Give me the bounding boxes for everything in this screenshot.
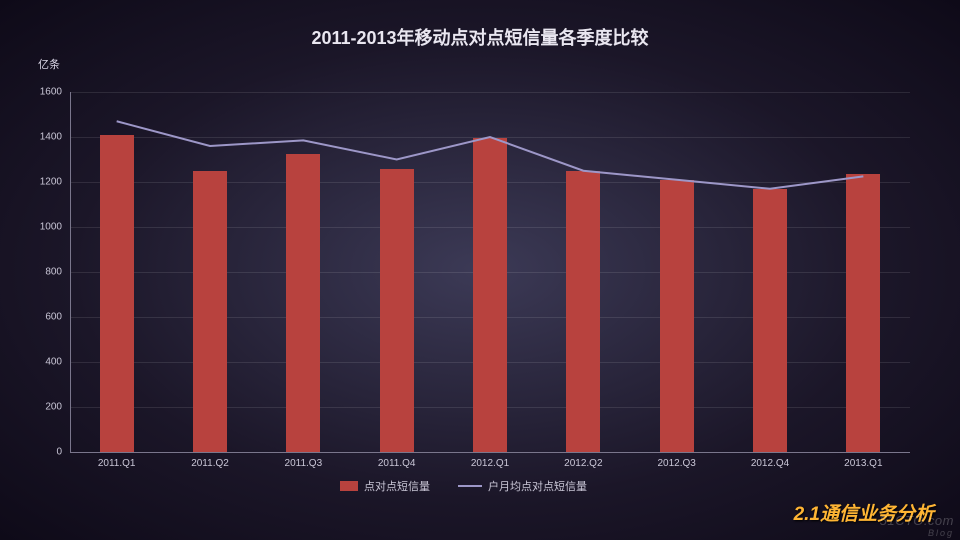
legend-swatch-line (458, 485, 482, 487)
y-tick-label: 1200 (40, 177, 62, 188)
y-tick-label: 400 (45, 357, 62, 368)
slide-root: 2011-2013年移动点对点短信量各季度比较 亿条 0200400600800… (0, 0, 960, 540)
x-tick-label: 2011.Q4 (378, 458, 416, 469)
y-tick-label: 800 (45, 267, 62, 278)
legend: 点对点短信量 户月均点对点短信量 (340, 478, 587, 494)
y-tick-label: 200 (45, 402, 62, 413)
y-tick-label: 1400 (40, 132, 62, 143)
watermark: 51CTO.com Blog (880, 513, 954, 538)
x-tick-label: 2012.Q2 (564, 458, 602, 469)
y-tick-label: 600 (45, 312, 62, 323)
watermark-sub: Blog (880, 528, 954, 538)
x-axis (70, 452, 910, 453)
y-tick-label: 1000 (40, 222, 62, 233)
y-tick-label: 1600 (40, 87, 62, 98)
x-tick-label: 2012.Q3 (657, 458, 695, 469)
x-tick-label: 2012.Q4 (751, 458, 789, 469)
x-tick-label: 2011.Q1 (98, 458, 136, 469)
legend-label: 点对点短信量 (364, 478, 430, 494)
chart-area: 020040060080010001200140016002011.Q12011… (70, 92, 910, 452)
chart-title: 2011-2013年移动点对点短信量各季度比较 (0, 24, 960, 50)
line-series (70, 92, 910, 452)
legend-item: 点对点短信量 (340, 478, 430, 494)
x-tick-label: 2011.Q2 (191, 458, 229, 469)
x-tick-label: 2012.Q1 (471, 458, 509, 469)
watermark-main: 51CTO.com (880, 513, 954, 528)
legend-swatch-bar (340, 481, 358, 491)
y-tick-label: 0 (56, 447, 62, 458)
legend-label: 户月均点对点短信量 (488, 478, 587, 494)
x-tick-label: 2013.Q1 (844, 458, 882, 469)
y-axis-unit: 亿条 (38, 56, 60, 72)
x-tick-label: 2011.Q3 (285, 458, 323, 469)
legend-item: 户月均点对点短信量 (458, 478, 587, 494)
